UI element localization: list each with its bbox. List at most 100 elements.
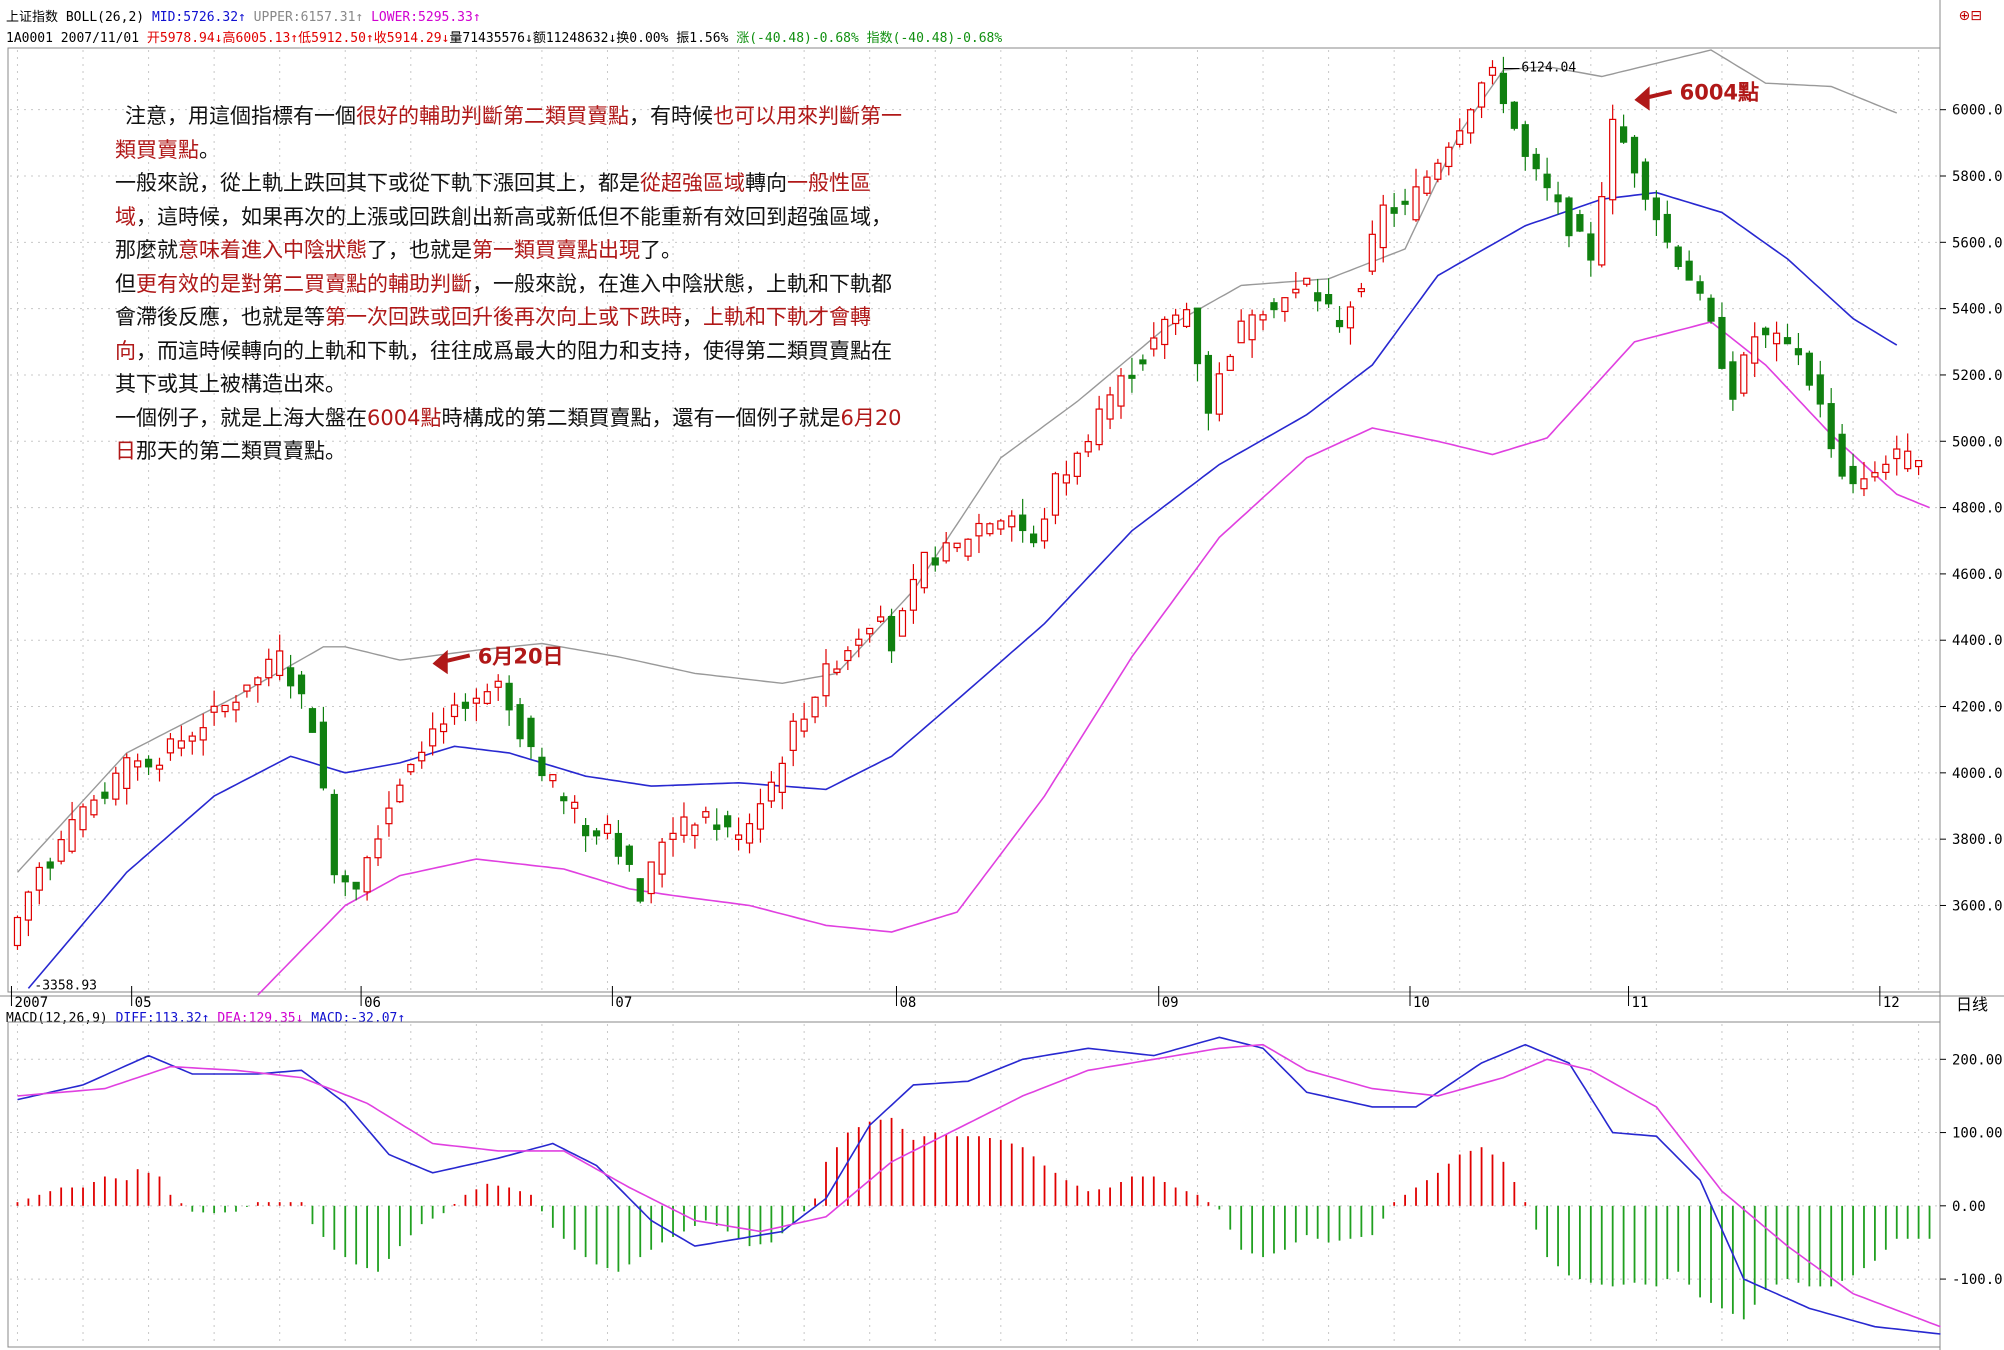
candle-body	[341, 875, 349, 883]
down-candle	[1521, 121, 1529, 171]
note-paragraph: 注意，用這個指標有一個很好的輔助判斷第二類買賣點，有時候也可以用來判斷第一類買賣…	[115, 100, 905, 167]
candle-body	[1663, 213, 1671, 243]
note-text: 很好的輔助判斷第二類買賣點	[356, 104, 629, 128]
candle-body	[461, 701, 470, 709]
corner-menu-icon[interactable]: ⊕⊟	[1958, 8, 1982, 24]
candle-body	[1150, 337, 1158, 350]
down-candle	[1783, 323, 1792, 345]
candle-body	[1838, 433, 1846, 477]
candle-body	[560, 796, 568, 802]
up-candle	[549, 774, 557, 788]
candle-body	[1794, 348, 1803, 356]
up-candle	[1248, 309, 1256, 358]
note-text: 更有效的是對第二買賣點的輔助判斷	[136, 271, 472, 296]
candle-body	[1630, 136, 1639, 174]
row1-field: BOLL(26,2)	[58, 10, 152, 25]
price-mark-label: 6124.04	[1521, 61, 1576, 76]
up-candle	[691, 822, 699, 849]
candle-body	[603, 823, 612, 834]
candle-body	[1871, 472, 1879, 478]
candle-body	[199, 727, 207, 741]
up-candle	[243, 684, 251, 698]
up-candle	[1412, 168, 1420, 222]
y-tick-label: 6000.0	[1952, 103, 2003, 119]
up-candle	[975, 513, 983, 554]
up-candle	[1893, 435, 1901, 476]
candle-body	[1434, 162, 1442, 180]
macd-dea-line	[17, 1043, 1941, 1328]
down-candle	[352, 881, 360, 901]
row2-field: 低5912.50↑	[298, 31, 374, 46]
candle-body	[13, 916, 22, 947]
note-paragraph: 一般來說，從上軌上跌回其下或從下軌下漲回其上，都是從超強區域轉向一般性區域，這時…	[115, 167, 905, 268]
down-candle	[46, 857, 54, 881]
x-tick-label: 07	[615, 995, 632, 1011]
candle-body	[483, 691, 491, 704]
up-candle	[811, 696, 819, 724]
period-label: 日线	[1956, 995, 1988, 1014]
candle-body	[1008, 515, 1016, 528]
up-candle	[166, 732, 175, 761]
candle-body	[1467, 109, 1475, 134]
down-candle	[1805, 350, 1813, 391]
candle-body	[385, 807, 393, 825]
candle-body	[538, 756, 546, 777]
up-candle	[964, 538, 972, 561]
x-tick-label: 2007	[14, 995, 48, 1011]
candle-body	[276, 650, 284, 677]
up-candle	[1477, 81, 1486, 119]
row1-field: LOWER:5295.33↑	[363, 10, 481, 25]
up-candle	[1161, 316, 1169, 360]
candle-body	[287, 667, 295, 687]
down-candle	[1762, 326, 1770, 348]
candle-body	[1226, 355, 1234, 371]
down-candle	[516, 697, 524, 748]
y-tick-label: 4800.0	[1952, 501, 2003, 517]
up-candle	[1609, 104, 1617, 215]
candle-body	[166, 738, 175, 754]
candle-body	[1324, 294, 1333, 305]
x-tick-label: 08	[899, 995, 916, 1011]
note-text: 時構成的第二類買賣點，還有一個例子就是	[441, 405, 841, 430]
y-tick-label: 5200.0	[1952, 368, 2003, 384]
candle-body	[833, 668, 841, 674]
down-candle	[1401, 188, 1409, 216]
up-candle	[1751, 322, 1759, 378]
candle-body	[330, 793, 338, 876]
candle-body	[516, 704, 524, 740]
candle-body	[1161, 318, 1169, 346]
y-tick-label: 3800.0	[1952, 832, 2003, 848]
candle-body	[1259, 314, 1267, 321]
note-text: ，而這時候轉向的上軌和下軌，往往成爲最大的阻力和支持，使得第二類買賣點在其下或其…	[115, 338, 892, 397]
candle-body	[319, 721, 327, 789]
up-candle	[232, 695, 240, 723]
candle-body	[1587, 233, 1595, 261]
up-candle	[920, 551, 928, 594]
up-candle	[363, 855, 371, 901]
down-candle	[1193, 307, 1202, 382]
candle-body	[1499, 72, 1508, 105]
up-candle	[1860, 461, 1868, 497]
up-candle	[1095, 395, 1103, 451]
up-candle	[1172, 308, 1180, 336]
up-candle	[35, 862, 43, 905]
candle-body	[964, 538, 972, 557]
candle-body	[1576, 214, 1584, 232]
candle-body	[1357, 288, 1365, 293]
up-candle	[1740, 351, 1748, 397]
up-candle	[1215, 362, 1223, 422]
candle-body	[571, 801, 579, 809]
up-candle	[1379, 194, 1387, 263]
down-candle	[1543, 157, 1551, 201]
candle-body	[1445, 146, 1453, 168]
candle-body	[1532, 153, 1540, 170]
down-candle	[724, 810, 732, 838]
up-candle	[1073, 451, 1081, 485]
up-candle	[13, 915, 22, 950]
up-candle	[953, 542, 961, 553]
candle-body	[1303, 277, 1311, 285]
row2-field: 收5914.29↓	[373, 31, 450, 46]
y-tick-label: 4200.0	[1952, 700, 2003, 716]
up-candle	[855, 628, 863, 658]
candle-body	[1685, 260, 1693, 281]
